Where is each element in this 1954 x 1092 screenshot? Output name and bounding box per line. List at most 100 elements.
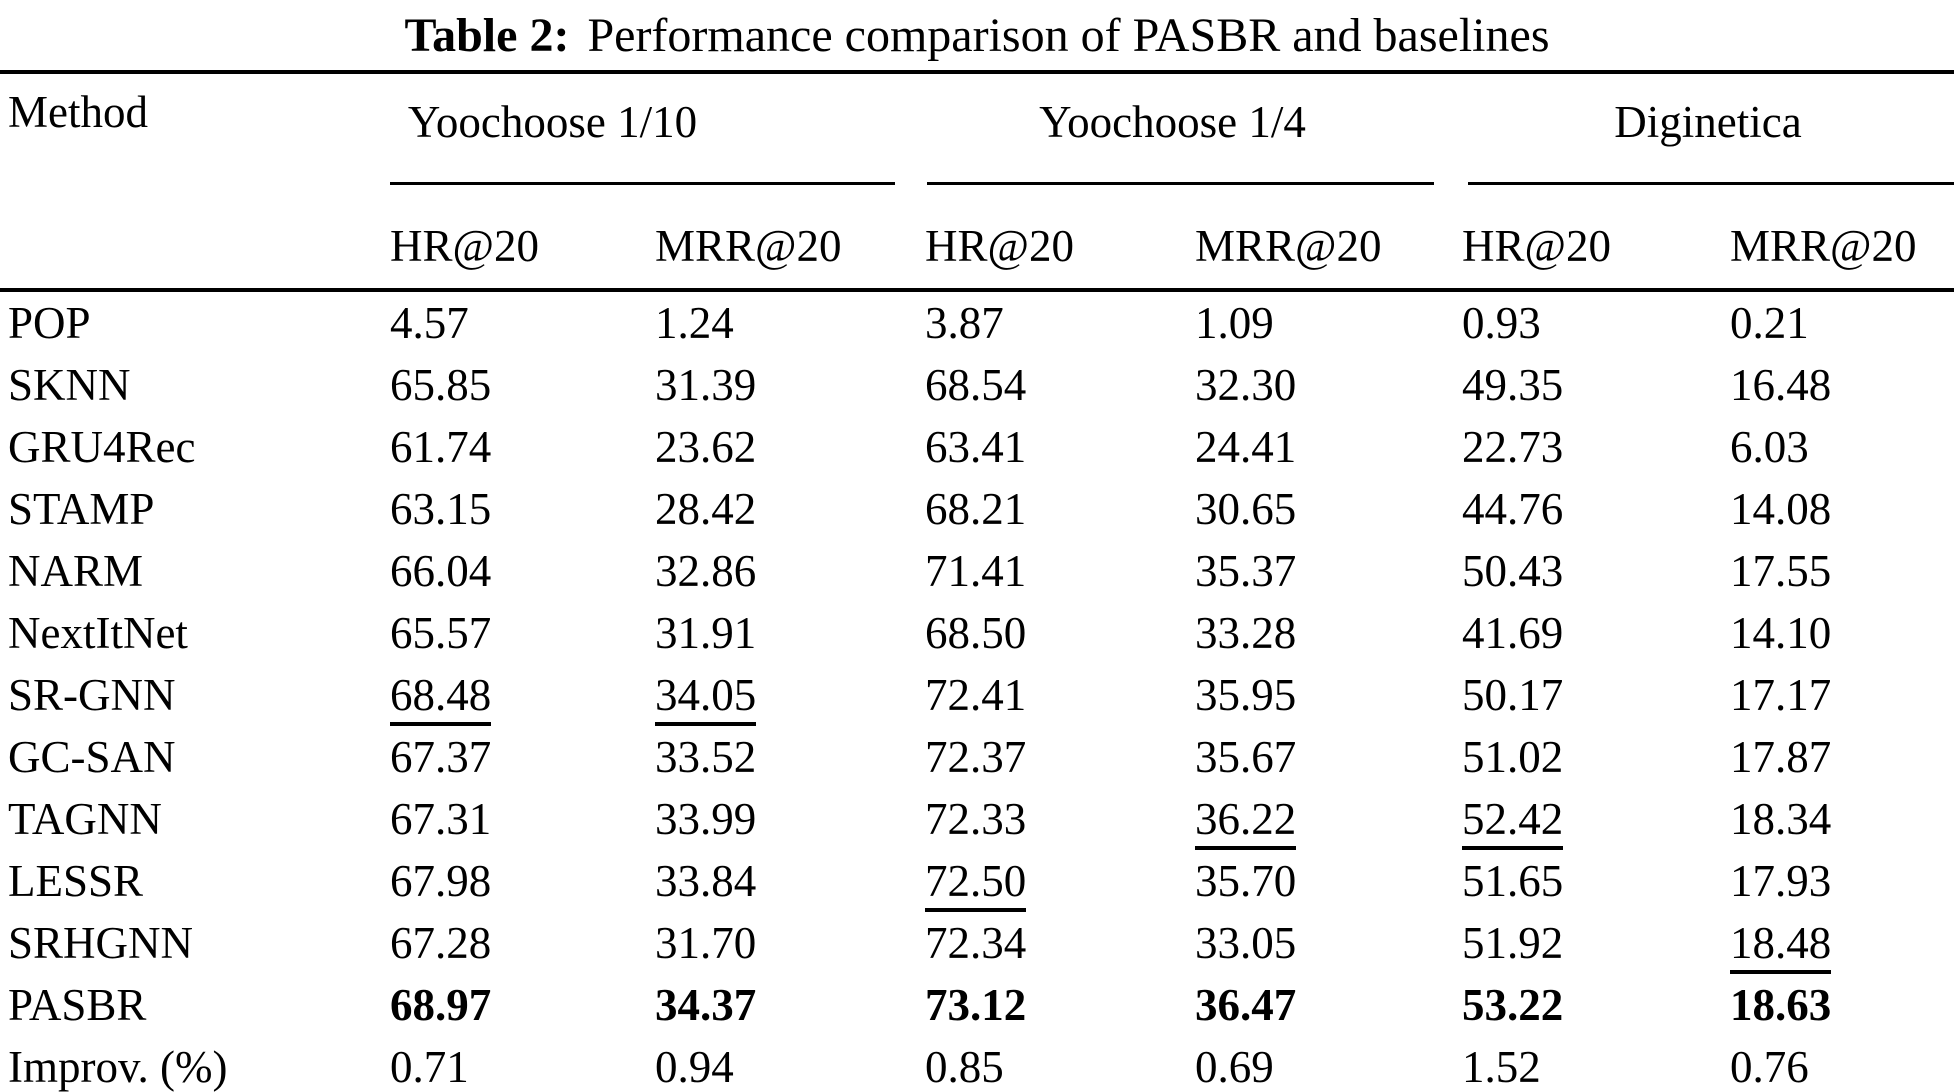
value-cell: 53.22 [1462, 974, 1730, 1036]
value-cell: 17.55 [1730, 540, 1954, 602]
metric-value: 33.28 [1195, 608, 1297, 658]
value-cell: 34.05 [655, 664, 925, 726]
subheader-label: MRR@20 [655, 221, 842, 271]
value-cell: 33.84 [655, 850, 925, 912]
method-cell: NextItNet [0, 602, 390, 664]
method-cell: PASBR [0, 974, 390, 1036]
method-label: Improv. (%) [8, 1042, 228, 1092]
metric-value: 36.22 [1195, 796, 1297, 850]
metric-value: 31.39 [655, 360, 757, 410]
metric-value: 65.85 [390, 360, 492, 410]
metric-value: 6.03 [1730, 422, 1809, 472]
metric-value: 67.37 [390, 732, 492, 782]
metric-value: 68.21 [925, 484, 1027, 534]
group-header-label: Diginetica [1614, 97, 1802, 147]
value-cell: 0.21 [1730, 292, 1954, 354]
value-cell: 35.67 [1195, 726, 1462, 788]
method-header-label: Method [8, 87, 148, 137]
method-cell: LESSR [0, 850, 390, 912]
method-label: SR-GNN [8, 670, 176, 720]
value-cell: 28.42 [655, 478, 925, 540]
group-header-label: Yoochoose 1/10 [407, 97, 698, 147]
value-cell: 35.70 [1195, 850, 1462, 912]
value-cell: 72.50 [925, 850, 1195, 912]
method-label: PASBR [8, 980, 147, 1030]
value-cell: 68.21 [925, 478, 1195, 540]
method-cell: Improv. (%) [0, 1036, 390, 1092]
method-cell: STAMP [0, 478, 390, 540]
method-label: SKNN [8, 360, 131, 410]
metric-value: 33.52 [655, 732, 757, 782]
subheader-mrr20: MRR@20 [655, 188, 925, 288]
value-cell: 73.12 [925, 974, 1195, 1036]
method-label: STAMP [8, 484, 155, 534]
method-cell: POP [0, 292, 390, 354]
top-rule [0, 70, 1954, 74]
subheader-spacer [0, 188, 390, 288]
metric-value: 50.43 [1462, 546, 1564, 596]
subheader-label: MRR@20 [1195, 221, 1382, 271]
metric-value: 72.50 [925, 858, 1027, 912]
cmidrule-diginetica [1462, 182, 1954, 188]
metric-value: 31.91 [655, 608, 757, 658]
subheader-label: HR@20 [390, 221, 539, 271]
value-cell: 35.95 [1195, 664, 1462, 726]
value-cell: 1.52 [1462, 1036, 1730, 1092]
value-cell: 1.09 [1195, 292, 1462, 354]
value-cell: 65.85 [390, 354, 655, 416]
metric-value: 68.54 [925, 360, 1027, 410]
metric-value: 16.48 [1730, 360, 1832, 410]
metric-value: 0.71 [390, 1042, 469, 1092]
metric-value: 17.87 [1730, 732, 1832, 782]
metric-value: 1.09 [1195, 298, 1274, 348]
metric-value: 51.92 [1462, 918, 1564, 968]
metric-value: 73.12 [925, 980, 1027, 1030]
table-caption-label: Table 2: [404, 8, 570, 62]
metric-value: 35.95 [1195, 670, 1297, 720]
metric-value: 0.21 [1730, 298, 1809, 348]
metric-value: 68.97 [390, 980, 492, 1030]
metric-value: 0.93 [1462, 298, 1541, 348]
value-cell: 4.57 [390, 292, 655, 354]
method-label: NARM [8, 546, 144, 596]
group-header-diginetica: Diginetica [1462, 74, 1954, 170]
metric-value: 34.37 [655, 980, 757, 1030]
metric-value: 0.76 [1730, 1042, 1809, 1092]
metric-value: 72.33 [925, 794, 1027, 844]
value-cell: 33.52 [655, 726, 925, 788]
subheader-hr20: HR@20 [925, 188, 1195, 288]
metric-value: 68.48 [390, 672, 492, 726]
value-cell: 36.47 [1195, 974, 1462, 1036]
metric-value: 35.67 [1195, 732, 1297, 782]
metric-value: 17.55 [1730, 546, 1832, 596]
value-cell: 51.65 [1462, 850, 1730, 912]
value-cell: 50.17 [1462, 664, 1730, 726]
value-cell: 52.42 [1462, 788, 1730, 850]
value-cell: 16.48 [1730, 354, 1954, 416]
metric-value: 72.34 [925, 918, 1027, 968]
metric-value: 18.48 [1730, 920, 1832, 974]
value-cell: 18.48 [1730, 912, 1954, 974]
metric-value: 71.41 [925, 546, 1027, 596]
metric-value: 0.94 [655, 1042, 734, 1092]
metric-value: 67.98 [390, 856, 492, 906]
value-cell: 72.37 [925, 726, 1195, 788]
value-cell: 33.05 [1195, 912, 1462, 974]
group-header-label: Yoochoose 1/4 [1039, 97, 1306, 147]
value-cell: 3.87 [925, 292, 1195, 354]
value-cell: 66.04 [390, 540, 655, 602]
value-cell: 67.31 [390, 788, 655, 850]
value-cell: 63.41 [925, 416, 1195, 478]
method-cell: SR-GNN [0, 664, 390, 726]
metric-value: 33.99 [655, 794, 757, 844]
metric-value: 17.17 [1730, 670, 1832, 720]
subheader-hr20: HR@20 [390, 188, 655, 288]
value-cell: 67.98 [390, 850, 655, 912]
value-cell: 61.74 [390, 416, 655, 478]
value-cell: 33.99 [655, 788, 925, 850]
value-cell: 24.41 [1195, 416, 1462, 478]
metric-value: 50.17 [1462, 670, 1564, 720]
metric-value: 63.41 [925, 422, 1027, 472]
table-caption: Table 2: Performance comparison of PASBR… [0, 0, 1954, 70]
